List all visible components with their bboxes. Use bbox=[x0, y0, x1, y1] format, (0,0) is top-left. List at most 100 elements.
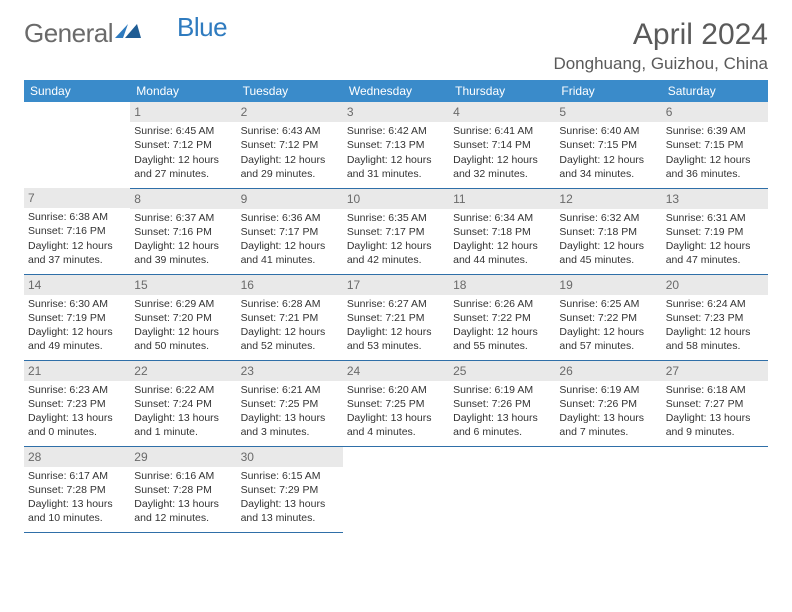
day-number: 11 bbox=[449, 189, 555, 209]
day-info: Sunrise: 6:16 AMSunset: 7:28 PMDaylight:… bbox=[134, 469, 232, 526]
day-info: Sunrise: 6:34 AMSunset: 7:18 PMDaylight:… bbox=[453, 211, 551, 268]
day-number: 22 bbox=[130, 361, 236, 381]
calendar-cell: 20Sunrise: 6:24 AMSunset: 7:23 PMDayligh… bbox=[662, 274, 768, 360]
calendar-cell: 8Sunrise: 6:37 AMSunset: 7:16 PMDaylight… bbox=[130, 188, 236, 274]
weekday-header: Monday bbox=[130, 80, 236, 102]
day-info: Sunrise: 6:19 AMSunset: 7:26 PMDaylight:… bbox=[559, 383, 657, 440]
calendar-head: SundayMondayTuesdayWednesdayThursdayFrid… bbox=[24, 80, 768, 102]
day-info: Sunrise: 6:17 AMSunset: 7:28 PMDaylight:… bbox=[28, 469, 126, 526]
day-number: 30 bbox=[237, 447, 343, 467]
day-info: Sunrise: 6:20 AMSunset: 7:25 PMDaylight:… bbox=[347, 383, 445, 440]
calendar-cell: 28Sunrise: 6:17 AMSunset: 7:28 PMDayligh… bbox=[24, 446, 130, 532]
calendar-cell: 13Sunrise: 6:31 AMSunset: 7:19 PMDayligh… bbox=[662, 188, 768, 274]
calendar-table: SundayMondayTuesdayWednesdayThursdayFrid… bbox=[24, 80, 768, 533]
calendar-cell bbox=[662, 446, 768, 532]
day-number: 25 bbox=[449, 361, 555, 381]
day-info: Sunrise: 6:38 AMSunset: 7:16 PMDaylight:… bbox=[28, 210, 126, 267]
calendar-cell bbox=[449, 446, 555, 532]
calendar-week: 7Sunrise: 6:38 AMSunset: 7:16 PMDaylight… bbox=[24, 188, 768, 274]
calendar-week: 1Sunrise: 6:45 AMSunset: 7:12 PMDaylight… bbox=[24, 102, 768, 188]
day-number: 6 bbox=[662, 102, 768, 122]
calendar-cell: 9Sunrise: 6:36 AMSunset: 7:17 PMDaylight… bbox=[237, 188, 343, 274]
day-number: 2 bbox=[237, 102, 343, 122]
day-info: Sunrise: 6:28 AMSunset: 7:21 PMDaylight:… bbox=[241, 297, 339, 354]
calendar-cell: 29Sunrise: 6:16 AMSunset: 7:28 PMDayligh… bbox=[130, 446, 236, 532]
day-number: 26 bbox=[555, 361, 661, 381]
calendar-cell: 22Sunrise: 6:22 AMSunset: 7:24 PMDayligh… bbox=[130, 360, 236, 446]
day-number: 5 bbox=[555, 102, 661, 122]
day-number: 1 bbox=[130, 102, 236, 122]
calendar-cell: 30Sunrise: 6:15 AMSunset: 7:29 PMDayligh… bbox=[237, 446, 343, 532]
calendar-cell: 27Sunrise: 6:18 AMSunset: 7:27 PMDayligh… bbox=[662, 360, 768, 446]
day-info: Sunrise: 6:35 AMSunset: 7:17 PMDaylight:… bbox=[347, 211, 445, 268]
day-number: 10 bbox=[343, 189, 449, 209]
day-info: Sunrise: 6:22 AMSunset: 7:24 PMDaylight:… bbox=[134, 383, 232, 440]
day-number: 9 bbox=[237, 189, 343, 209]
calendar-week: 28Sunrise: 6:17 AMSunset: 7:28 PMDayligh… bbox=[24, 446, 768, 532]
weekday-header: Saturday bbox=[662, 80, 768, 102]
day-number: 12 bbox=[555, 189, 661, 209]
day-info: Sunrise: 6:32 AMSunset: 7:18 PMDaylight:… bbox=[559, 211, 657, 268]
day-number: 4 bbox=[449, 102, 555, 122]
calendar-cell: 6Sunrise: 6:39 AMSunset: 7:15 PMDaylight… bbox=[662, 102, 768, 188]
day-info: Sunrise: 6:27 AMSunset: 7:21 PMDaylight:… bbox=[347, 297, 445, 354]
day-number: 23 bbox=[237, 361, 343, 381]
day-info: Sunrise: 6:19 AMSunset: 7:26 PMDaylight:… bbox=[453, 383, 551, 440]
day-info: Sunrise: 6:40 AMSunset: 7:15 PMDaylight:… bbox=[559, 124, 657, 181]
day-info: Sunrise: 6:39 AMSunset: 7:15 PMDaylight:… bbox=[666, 124, 764, 181]
calendar-cell: 1Sunrise: 6:45 AMSunset: 7:12 PMDaylight… bbox=[130, 102, 236, 188]
calendar-cell: 5Sunrise: 6:40 AMSunset: 7:15 PMDaylight… bbox=[555, 102, 661, 188]
day-number: 14 bbox=[24, 275, 130, 295]
calendar-cell: 25Sunrise: 6:19 AMSunset: 7:26 PMDayligh… bbox=[449, 360, 555, 446]
brand-part1: General bbox=[24, 18, 113, 49]
calendar-cell bbox=[555, 446, 661, 532]
month-title: April 2024 bbox=[553, 18, 768, 52]
day-number: 7 bbox=[24, 188, 130, 208]
calendar-cell: 18Sunrise: 6:26 AMSunset: 7:22 PMDayligh… bbox=[449, 274, 555, 360]
day-info: Sunrise: 6:43 AMSunset: 7:12 PMDaylight:… bbox=[241, 124, 339, 181]
location-title: Donghuang, Guizhou, China bbox=[553, 54, 768, 74]
day-number: 24 bbox=[343, 361, 449, 381]
calendar-cell: 2Sunrise: 6:43 AMSunset: 7:12 PMDaylight… bbox=[237, 102, 343, 188]
day-info: Sunrise: 6:15 AMSunset: 7:29 PMDaylight:… bbox=[241, 469, 339, 526]
day-number: 15 bbox=[130, 275, 236, 295]
day-number: 28 bbox=[24, 447, 130, 467]
day-info: Sunrise: 6:21 AMSunset: 7:25 PMDaylight:… bbox=[241, 383, 339, 440]
weekday-header: Tuesday bbox=[237, 80, 343, 102]
day-info: Sunrise: 6:37 AMSunset: 7:16 PMDaylight:… bbox=[134, 211, 232, 268]
day-info: Sunrise: 6:42 AMSunset: 7:13 PMDaylight:… bbox=[347, 124, 445, 181]
day-info: Sunrise: 6:29 AMSunset: 7:20 PMDaylight:… bbox=[134, 297, 232, 354]
day-number: 29 bbox=[130, 447, 236, 467]
day-number: 13 bbox=[662, 189, 768, 209]
day-info: Sunrise: 6:26 AMSunset: 7:22 PMDaylight:… bbox=[453, 297, 551, 354]
day-number: 21 bbox=[24, 361, 130, 381]
calendar-body: 1Sunrise: 6:45 AMSunset: 7:12 PMDaylight… bbox=[24, 102, 768, 532]
day-number: 19 bbox=[555, 275, 661, 295]
day-info: Sunrise: 6:18 AMSunset: 7:27 PMDaylight:… bbox=[666, 383, 764, 440]
calendar-cell: 11Sunrise: 6:34 AMSunset: 7:18 PMDayligh… bbox=[449, 188, 555, 274]
day-number: 18 bbox=[449, 275, 555, 295]
weekday-header: Wednesday bbox=[343, 80, 449, 102]
day-number: 17 bbox=[343, 275, 449, 295]
calendar-cell: 24Sunrise: 6:20 AMSunset: 7:25 PMDayligh… bbox=[343, 360, 449, 446]
calendar-cell: 21Sunrise: 6:23 AMSunset: 7:23 PMDayligh… bbox=[24, 360, 130, 446]
brand-part2: Blue bbox=[177, 12, 227, 43]
weekday-header: Sunday bbox=[24, 80, 130, 102]
calendar-cell: 14Sunrise: 6:30 AMSunset: 7:19 PMDayligh… bbox=[24, 274, 130, 360]
day-number: 8 bbox=[130, 189, 236, 209]
day-info: Sunrise: 6:24 AMSunset: 7:23 PMDaylight:… bbox=[666, 297, 764, 354]
day-info: Sunrise: 6:25 AMSunset: 7:22 PMDaylight:… bbox=[559, 297, 657, 354]
brand-logo: General Blue bbox=[24, 18, 227, 49]
calendar-cell: 15Sunrise: 6:29 AMSunset: 7:20 PMDayligh… bbox=[130, 274, 236, 360]
day-info: Sunrise: 6:30 AMSunset: 7:19 PMDaylight:… bbox=[28, 297, 126, 354]
calendar-week: 21Sunrise: 6:23 AMSunset: 7:23 PMDayligh… bbox=[24, 360, 768, 446]
day-info: Sunrise: 6:41 AMSunset: 7:14 PMDaylight:… bbox=[453, 124, 551, 181]
calendar-cell: 10Sunrise: 6:35 AMSunset: 7:17 PMDayligh… bbox=[343, 188, 449, 274]
header: General Blue April 2024 Donghuang, Guizh… bbox=[24, 18, 768, 74]
day-number: 27 bbox=[662, 361, 768, 381]
calendar-cell: 17Sunrise: 6:27 AMSunset: 7:21 PMDayligh… bbox=[343, 274, 449, 360]
weekday-header: Thursday bbox=[449, 80, 555, 102]
calendar-cell: 3Sunrise: 6:42 AMSunset: 7:13 PMDaylight… bbox=[343, 102, 449, 188]
day-info: Sunrise: 6:36 AMSunset: 7:17 PMDaylight:… bbox=[241, 211, 339, 268]
calendar-cell: 16Sunrise: 6:28 AMSunset: 7:21 PMDayligh… bbox=[237, 274, 343, 360]
